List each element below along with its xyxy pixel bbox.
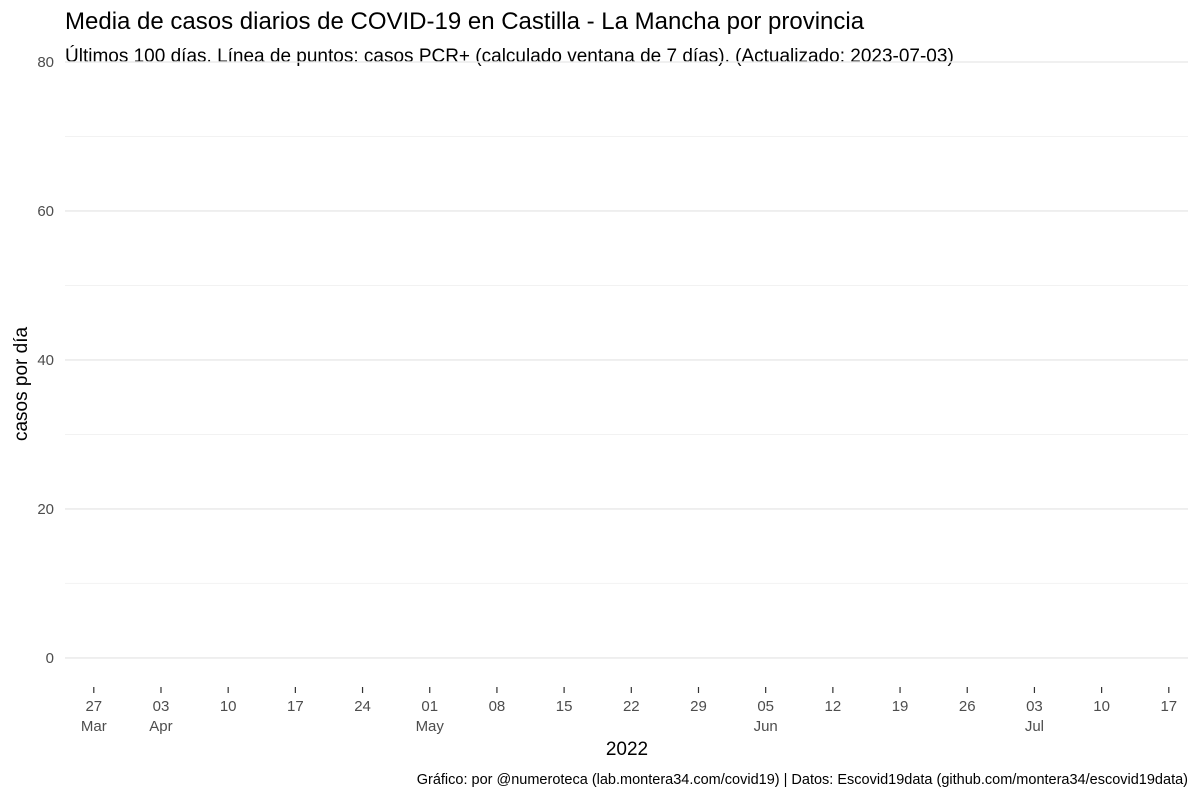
x-tick-month-label: Jun xyxy=(754,718,778,735)
x-tick-month-label: May xyxy=(416,718,445,735)
y-tick-label: 0 xyxy=(46,650,54,667)
x-tick-month-label: Mar xyxy=(81,718,107,735)
x-tick-label: 19 xyxy=(892,698,909,715)
x-tick-label: 22 xyxy=(623,698,640,715)
y-tick-label: 40 xyxy=(37,352,54,369)
x-tick-label: 12 xyxy=(825,698,842,715)
x-tick-label: 17 xyxy=(1160,698,1177,715)
x-tick-label: 27 xyxy=(85,698,102,715)
grid xyxy=(65,61,1188,659)
x-tick-label: 10 xyxy=(1093,698,1110,715)
x-tick-label: 17 xyxy=(287,698,304,715)
x-axis-title: 2022 xyxy=(606,739,648,760)
x-tick-label: 26 xyxy=(959,698,976,715)
x-tick-label: 01 xyxy=(421,698,438,715)
x-tick-label: 03 xyxy=(153,698,170,715)
x-tick-label: 08 xyxy=(489,698,506,715)
y-axis-title: casos por día xyxy=(11,327,32,441)
y-tick-label: 60 xyxy=(37,203,54,220)
chart-caption: Gráfico: por @numeroteca (lab.montera34.… xyxy=(417,772,1188,788)
x-tick-label: 24 xyxy=(354,698,371,715)
x-tick-month-label: Apr xyxy=(149,718,172,735)
x-axis: 27 Mar 03 Apr 10 17 24 01 May 08 15 22 29 05 Jun 12 19 26… xyxy=(81,687,1177,735)
chart-title: Media de casos diarios de COVID-19 en Ca… xyxy=(65,8,865,35)
x-tick-label: 15 xyxy=(556,698,573,715)
x-tick-month-label: Jul xyxy=(1025,718,1044,735)
x-tick-label: 10 xyxy=(220,698,237,715)
x-tick-label: 05 xyxy=(757,698,774,715)
y-tick-label: 20 xyxy=(37,501,54,518)
x-tick-label: 03 xyxy=(1026,698,1043,715)
y-tick-label: 80 xyxy=(37,54,54,71)
y-axis: 0 20 40 60 80 xyxy=(37,54,54,667)
chart-subtitle: Últimos 100 días. Línea de puntos: casos… xyxy=(65,45,954,67)
x-tick-label: 29 xyxy=(690,698,707,715)
